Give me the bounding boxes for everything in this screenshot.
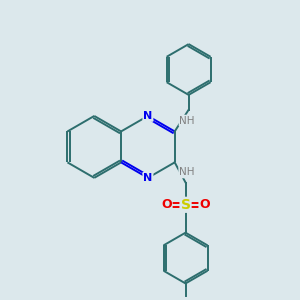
Text: NH: NH <box>179 167 195 177</box>
Text: O: O <box>161 198 172 211</box>
Text: N: N <box>143 173 152 183</box>
Text: N: N <box>143 111 152 121</box>
Text: S: S <box>181 198 190 212</box>
Text: NH: NH <box>179 116 195 126</box>
Text: O: O <box>200 198 210 211</box>
